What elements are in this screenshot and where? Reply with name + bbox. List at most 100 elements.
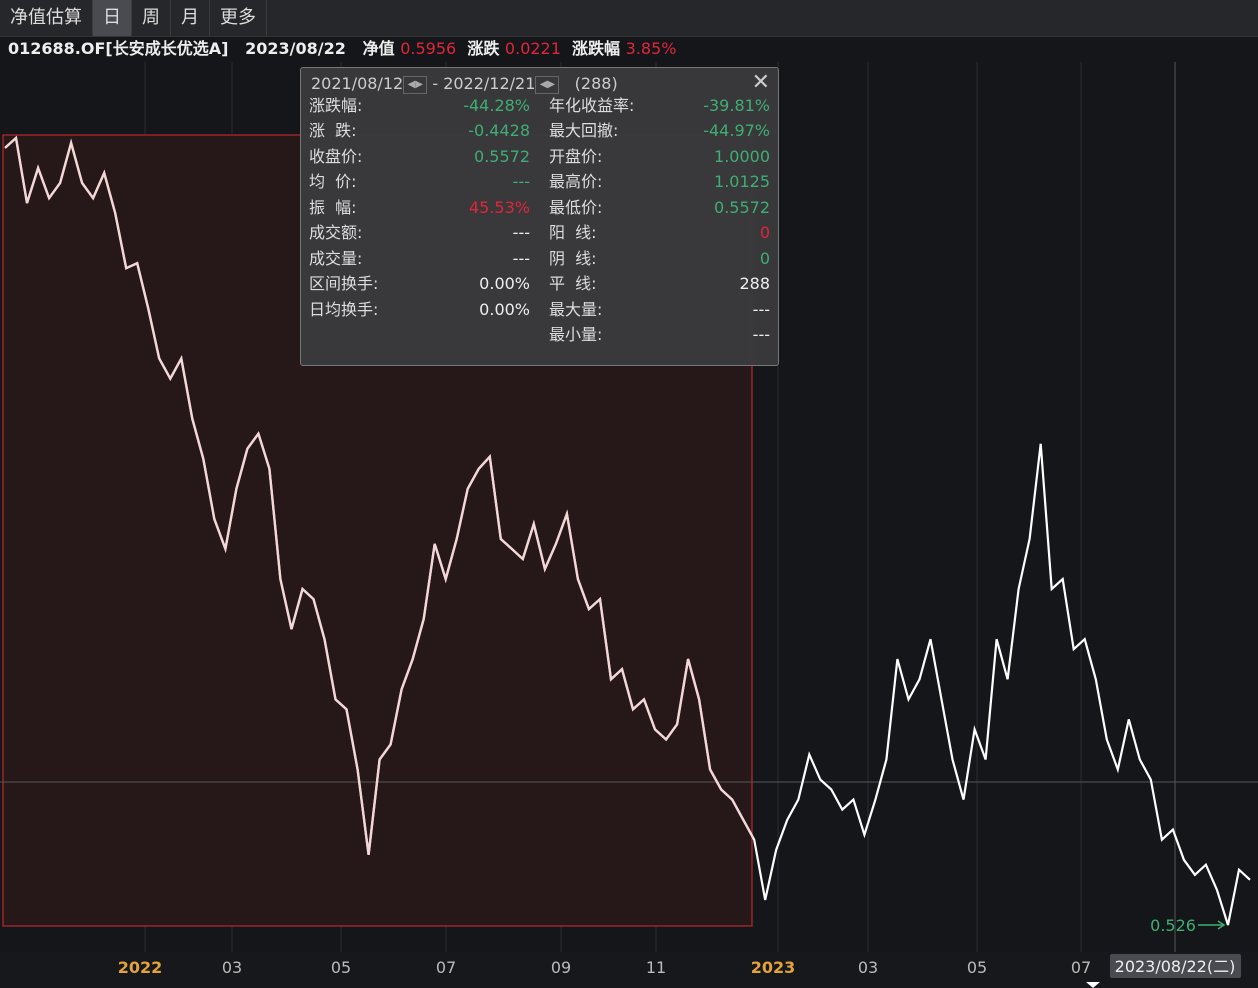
stat-value: -44.97%	[703, 121, 770, 140]
stat-value: ---	[752, 300, 770, 319]
x-tick-label: 07	[436, 958, 456, 977]
stat-label: 成交额:	[309, 223, 363, 242]
x-tick-label: 07	[1071, 958, 1091, 977]
stat-label: 开盘价:	[549, 147, 603, 166]
stat-value: 1.0000	[714, 147, 770, 166]
step-buttons[interactable]: ◀▶	[403, 75, 428, 94]
stat-row: 最高价: 1.0125	[549, 171, 770, 193]
range-start: 2021/08/12	[311, 74, 404, 93]
pct-label: 涨跌幅	[572, 39, 621, 58]
stat-row: 最大回撤: -44.97%	[549, 120, 770, 142]
stat-label: 成交量:	[309, 249, 363, 268]
x-axis-band	[0, 952, 1258, 988]
stat-label: 最大回撤:	[549, 121, 619, 140]
stat-row: 最低价: 0.5572	[549, 197, 770, 219]
stat-row: 振 幅: 45.53%	[309, 197, 530, 219]
nav-label: 净值	[362, 39, 395, 58]
stat-label: 收盘价:	[309, 147, 363, 166]
close-button[interactable]: ✕	[751, 70, 770, 95]
x-tick-label: 2023	[751, 958, 796, 977]
range-end: 2022/12/21	[443, 74, 536, 93]
stat-row: 成交量: ---	[309, 248, 530, 270]
stat-row: 最小量: ---	[549, 324, 770, 346]
stat-row: 均 价: ---	[309, 171, 530, 193]
stat-label: 最大量:	[549, 300, 603, 319]
stat-label: 平 线:	[549, 274, 597, 293]
stat-value: 0	[759, 223, 770, 242]
stat-label: 振 幅:	[309, 198, 357, 217]
stat-row: 日均换手: 0.00%	[309, 299, 530, 321]
stat-label: 日均换手:	[309, 300, 379, 319]
x-tick-label: 09	[551, 958, 571, 977]
x-tick-label: 05	[967, 958, 987, 977]
tab[interactable]: 日	[93, 0, 132, 36]
cursor-date-box	[1110, 954, 1241, 978]
stat-value: ---	[512, 249, 530, 268]
tab[interactable]: 净值估算	[0, 0, 93, 36]
stat-value: 0	[759, 249, 770, 268]
stat-row: 平 线: 288	[549, 273, 770, 295]
fund-code: 012688.OF[长安成长优选A]	[8, 39, 229, 58]
popup-header: 2021/08/12 ◀▶ - 2022/12/21 ◀▶ (288)	[311, 74, 618, 94]
x-tick-label: 2022	[118, 958, 163, 977]
stat-label: 区间换手:	[309, 274, 379, 293]
stat-value: 1.0125	[714, 172, 770, 191]
stat-row: 年化收益率: -39.81%	[549, 95, 770, 117]
stat-label: 阴 线:	[549, 249, 597, 268]
stat-value: ---	[752, 325, 770, 344]
pct: 3.85%	[625, 39, 677, 58]
stat-row: 阳 线: 0	[549, 222, 770, 244]
stat-value: ---	[512, 223, 530, 242]
stat-label: 均 价:	[309, 172, 357, 191]
stat-value: 0.5572	[474, 147, 530, 166]
stat-value: 0.00%	[479, 274, 530, 293]
change: 0.0221	[504, 39, 561, 58]
stat-label: 最高价:	[549, 172, 603, 191]
stat-row: 成交额: ---	[309, 222, 530, 244]
tab[interactable]: 月	[171, 0, 210, 36]
stat-value: 288	[739, 274, 770, 293]
tab[interactable]: 周	[132, 0, 171, 36]
cursor-marker	[1086, 982, 1100, 988]
info-line: 012688.OF[长安成长优选A] 2023/08/22 净值 0.5956 …	[8, 38, 676, 60]
tab-bar: 净值估算日周月更多	[0, 0, 1258, 37]
range-sep: -	[432, 74, 439, 93]
stat-value: 0.00%	[479, 300, 530, 319]
stat-value: ---	[512, 172, 530, 191]
stat-row: 阴 线: 0	[549, 248, 770, 270]
stat-label: 涨 跌:	[309, 121, 357, 140]
stat-value: 45.53%	[468, 198, 530, 217]
stat-row: 区间换手: 0.00%	[309, 273, 530, 295]
range-stats-popup: 2021/08/12 ◀▶ - 2022/12/21 ◀▶ (288) ✕ 涨跌幅:…	[300, 67, 779, 366]
stat-value: -44.28%	[463, 96, 530, 115]
date: 2023/08/22	[245, 39, 346, 58]
stat-value: 0.5572	[714, 198, 770, 217]
stat-label: 最小量:	[549, 325, 603, 344]
stat-label: 涨跌幅:	[309, 96, 363, 115]
stat-row: 涨跌幅: -44.28%	[309, 95, 530, 117]
cursor-date: 2023/08/22(二)	[1115, 957, 1236, 976]
min-label: 0.526	[1150, 916, 1196, 935]
nav: 0.5956	[400, 39, 457, 58]
stat-row: 收盘价: 0.5572	[309, 146, 530, 168]
nav-line-range	[4, 135, 753, 855]
stat-row: 涨 跌: -0.4428	[309, 120, 530, 142]
x-tick-label: 05	[331, 958, 351, 977]
stat-label: 阳 线:	[549, 223, 597, 242]
x-tick-label: 03	[222, 958, 242, 977]
tab[interactable]: 更多	[210, 0, 267, 36]
stat-row: 最大量: ---	[549, 299, 770, 321]
range-count: (288)	[574, 74, 618, 93]
change-label: 涨跌	[467, 39, 500, 58]
step-buttons[interactable]: ◀▶	[535, 75, 560, 94]
stat-row: 开盘价: 1.0000	[549, 146, 770, 168]
stat-label: 年化收益率:	[549, 96, 635, 115]
stat-value: -0.4428	[468, 121, 530, 140]
stat-value: -39.81%	[703, 96, 770, 115]
min-arrow-head	[1217, 920, 1226, 930]
x-tick-label: 11	[646, 958, 666, 977]
stat-label: 最低价:	[549, 198, 603, 217]
x-tick-label: 03	[858, 958, 878, 977]
